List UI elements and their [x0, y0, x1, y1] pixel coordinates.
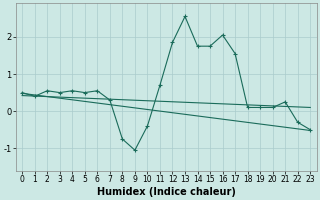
X-axis label: Humidex (Indice chaleur): Humidex (Indice chaleur)	[97, 187, 236, 197]
